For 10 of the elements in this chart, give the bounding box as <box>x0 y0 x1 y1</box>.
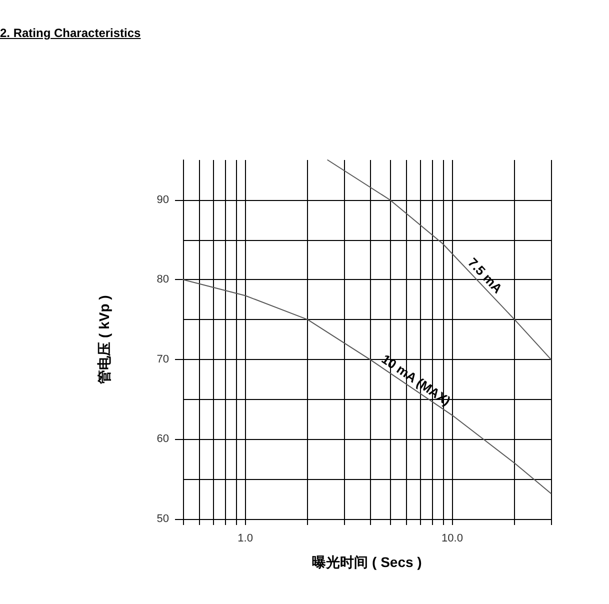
y-tick-label: 90 <box>156 194 169 206</box>
y-axis-title: 管电压 ( kVp ) <box>96 295 112 385</box>
y-tick-label: 80 <box>156 274 169 286</box>
text: 2. Rating Characteristics <box>0 26 141 40</box>
x-axis-title: 曝光时间 ( Secs ) <box>312 554 422 570</box>
y-tick-label: 60 <box>156 433 169 446</box>
x-tick-label: 10.0 <box>442 532 463 544</box>
x-tick-label: 1.0 <box>238 532 253 544</box>
y-tick-label: 70 <box>156 353 169 366</box>
y-tick-label: 50 <box>156 513 169 525</box>
